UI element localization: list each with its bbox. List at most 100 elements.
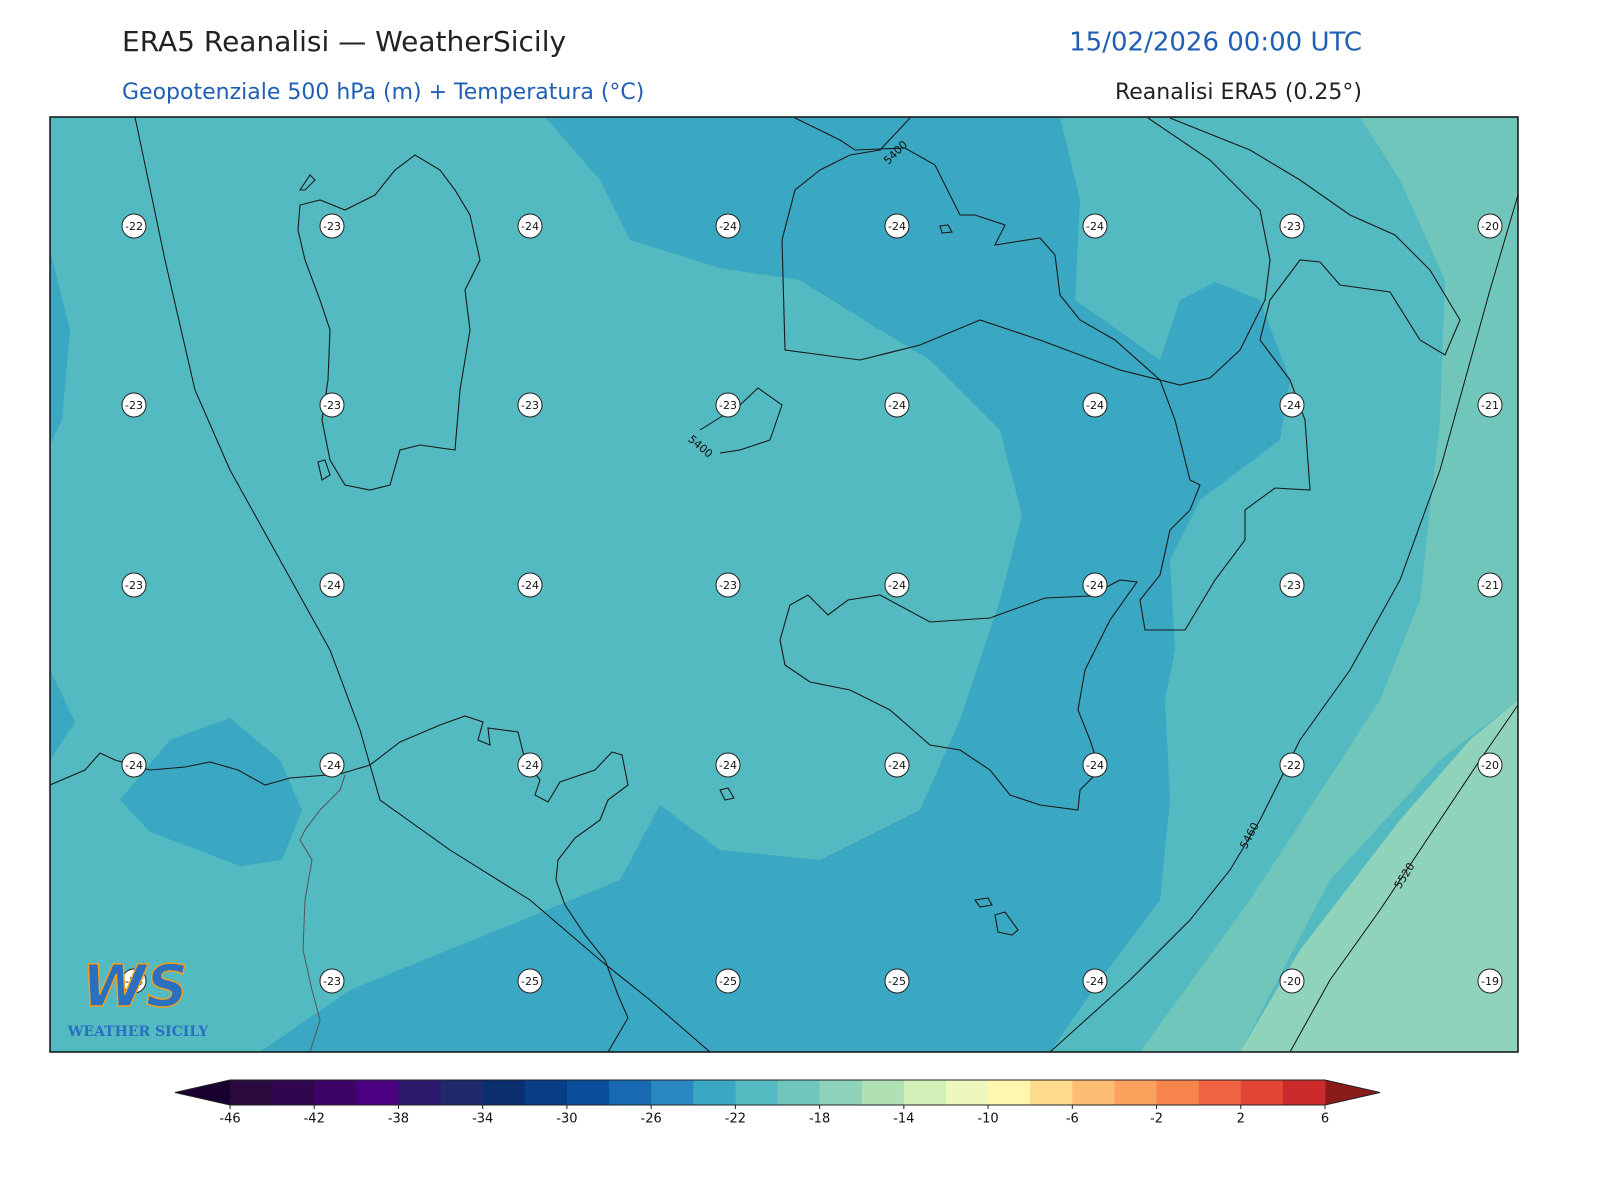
temp-label: -21 <box>1481 579 1499 592</box>
colorbar-tick-label: -42 <box>304 1112 325 1127</box>
temp-marker <box>517 213 543 239</box>
contour-5460 <box>1049 194 1518 1052</box>
colorbar-tick-label: 2 <box>1237 1112 1245 1127</box>
field-cold <box>260 117 1290 1052</box>
temp-label: -24 <box>888 579 906 592</box>
field-cold <box>50 250 75 760</box>
colorbar-segment <box>272 1080 315 1105</box>
colorbar-segment <box>903 1080 947 1105</box>
coastline <box>719 224 1019 936</box>
colorbar-segment <box>1030 1080 1073 1105</box>
temp-label: -24 <box>1086 579 1104 592</box>
subtitle: Geopotenziale 500 hPa (m) + Temperatura … <box>122 80 644 105</box>
temp-label: -24 <box>1283 399 1301 412</box>
colorbar-tick-label: -18 <box>809 1112 830 1127</box>
colorbar-segment <box>609 1080 652 1105</box>
colorbar-tick-label: -6 <box>1066 1112 1079 1127</box>
temp-marker <box>715 572 741 598</box>
map-frame <box>49 116 1519 1053</box>
colorbar-segment <box>1198 1080 1242 1105</box>
coastline <box>779 579 1138 811</box>
temp-marker <box>1082 392 1108 418</box>
field-warm <box>1240 700 1518 1052</box>
temp-label: -19 <box>1481 975 1499 988</box>
temp-label: -24 <box>1086 975 1104 988</box>
temp-marker <box>715 752 741 778</box>
temp-marker <box>1477 968 1503 994</box>
temperature-labels: -22 -23 -24 -24 -24 -24 -23 -20 -23 -23 -23 -23 -24 -… <box>121 213 1503 994</box>
temp-marker <box>121 213 147 239</box>
temp-marker <box>319 213 345 239</box>
colorbar-tick-label: -2 <box>1150 1112 1163 1127</box>
temp-marker <box>1082 572 1108 598</box>
temp-label: -24 <box>719 220 737 233</box>
temp-label: -23 <box>125 579 143 592</box>
colorbar-segment <box>819 1080 863 1105</box>
temp-label: -24 <box>888 399 906 412</box>
temp-label: -20 <box>1283 975 1301 988</box>
temp-marker <box>1082 968 1108 994</box>
temp-marker <box>1279 213 1305 239</box>
temp-marker <box>517 392 543 418</box>
temp-label: -23 <box>1283 579 1301 592</box>
temp-marker <box>884 213 910 239</box>
colorbar-segment <box>1072 1080 1115 1105</box>
temp-label: -23 <box>719 399 737 412</box>
colorbar-segment <box>398 1080 442 1105</box>
temp-marker <box>884 392 910 418</box>
field-mild <box>1140 117 1518 1052</box>
temp-marker <box>121 752 147 778</box>
temp-label: -23 <box>323 220 341 233</box>
colorbar-tick-label: -10 <box>977 1112 998 1127</box>
temp-marker <box>1082 213 1108 239</box>
coastline <box>794 117 1461 631</box>
colorbar-segment <box>735 1080 778 1105</box>
colorbar-tick-label: -46 <box>219 1112 240 1127</box>
colorbar-tick-label: 6 <box>1321 1112 1329 1127</box>
temp-label: -24 <box>125 975 143 988</box>
temp-label: -24 <box>1086 220 1104 233</box>
colorbar-under <box>175 1080 230 1105</box>
colorbar-tick-label: -26 <box>641 1112 662 1127</box>
temp-marker <box>517 968 543 994</box>
temp-label: -24 <box>888 220 906 233</box>
colorbar-tick-label: -30 <box>556 1112 577 1127</box>
temp-marker <box>884 752 910 778</box>
colorbar-segment <box>440 1080 484 1105</box>
temp-label: -22 <box>125 220 143 233</box>
temp-marker <box>1477 213 1503 239</box>
colorbar-tick-label: -22 <box>725 1112 746 1127</box>
colorbar-segment <box>482 1080 526 1105</box>
title: ERA5 Reanalisi — WeatherSicily <box>122 25 566 58</box>
temp-marker <box>1279 968 1305 994</box>
colorbar-tick-label: -38 <box>388 1112 409 1127</box>
colorbar-tick-label: -14 <box>893 1112 914 1127</box>
temp-marker <box>517 752 543 778</box>
temp-marker <box>319 752 345 778</box>
temp-marker <box>1082 752 1108 778</box>
temp-label: -20 <box>1481 220 1499 233</box>
temp-marker <box>121 392 147 418</box>
temp-marker <box>121 968 147 994</box>
temp-label: -25 <box>521 975 539 988</box>
temp-marker <box>715 968 741 994</box>
temp-label: -24 <box>719 759 737 772</box>
temp-label: -24 <box>1086 399 1104 412</box>
coastline <box>50 715 629 1052</box>
temp-label: -22 <box>1283 759 1301 772</box>
contour-5400 <box>134 117 711 1052</box>
map <box>50 117 1518 1052</box>
colorbar-segment <box>693 1080 736 1105</box>
temp-label: -23 <box>1283 220 1301 233</box>
temp-marker <box>1477 572 1503 598</box>
coastline <box>781 117 1271 386</box>
temp-marker <box>319 968 345 994</box>
colorbar-tick-label: -34 <box>472 1112 493 1127</box>
border <box>299 774 346 1052</box>
source: Reanalisi ERA5 (0.25°) <box>1115 80 1362 105</box>
colorbar-segment <box>1156 1080 1200 1105</box>
temp-label: -24 <box>888 759 906 772</box>
temp-marker <box>121 572 147 598</box>
colorbar-segment <box>1114 1080 1158 1105</box>
